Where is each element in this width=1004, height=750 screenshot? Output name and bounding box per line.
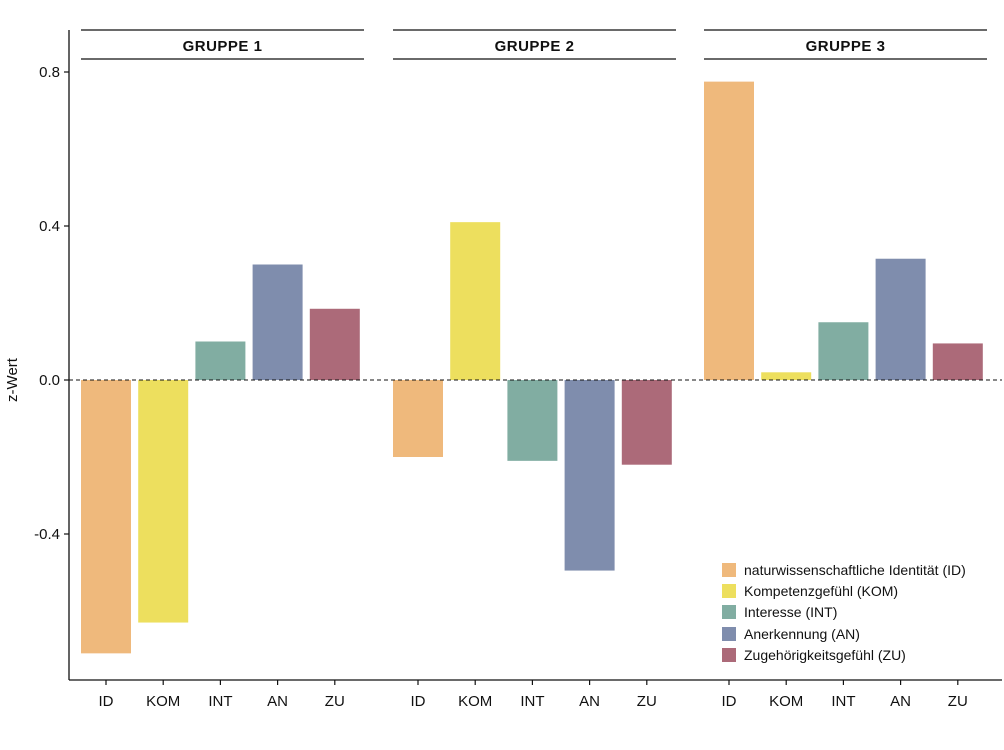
y-tick-label: 0.8: [39, 64, 60, 81]
legend-label: Anerkennung (AN): [744, 625, 860, 642]
x-tick-label: ID: [411, 693, 426, 710]
bar-zu: [621, 380, 672, 465]
chart-legend: naturwissenschaftliche Identität (ID) Kom…: [722, 559, 966, 665]
bar-int: [507, 380, 558, 461]
legend-item-id: naturwissenschaftliche Identität (ID): [722, 559, 966, 580]
x-tick-label: ZU: [948, 693, 968, 710]
bar-zu: [932, 343, 983, 380]
legend-swatch: [722, 647, 736, 662]
y-axis-title: z-Wert: [4, 357, 21, 402]
x-tick-label: INT: [208, 693, 232, 710]
panel-title: GRUPPE 1: [183, 38, 263, 55]
bar-id: [704, 81, 754, 380]
bar-zu: [309, 308, 360, 380]
x-tick-label: ZU: [637, 693, 657, 710]
x-tick-label: INT: [520, 693, 544, 710]
x-tick-label: AN: [890, 693, 911, 710]
legend-swatch: [722, 605, 736, 620]
bar-kom: [138, 380, 189, 623]
legend-swatch: [722, 562, 736, 577]
x-tick-label: ID: [722, 693, 737, 710]
panel-title: GRUPPE 3: [806, 38, 886, 55]
x-tick-label: ID: [99, 693, 114, 710]
x-tick-label: AN: [579, 693, 600, 710]
bar-id: [393, 380, 443, 457]
legend-swatch: [722, 583, 736, 598]
x-tick-label: KOM: [458, 693, 492, 710]
x-tick-label: KOM: [769, 693, 803, 710]
bar-kom: [761, 372, 812, 380]
panel-title: GRUPPE 2: [495, 38, 575, 55]
x-tick-label: INT: [831, 693, 855, 710]
x-tick-label: KOM: [146, 693, 180, 710]
bar-an: [564, 380, 615, 571]
x-tick-label: AN: [267, 693, 288, 710]
legend-swatch: [722, 626, 736, 641]
legend-item-int: Interesse (INT): [722, 602, 966, 623]
legend-item-zu: Zugehörigkeitsgefühl (ZU): [722, 644, 966, 665]
y-tick-label: -0.4: [34, 526, 60, 543]
legend-label: Zugehörigkeitsgefühl (ZU): [744, 646, 906, 663]
x-tick-label: ZU: [325, 693, 345, 710]
legend-item-kom: Kompetenzgefühl (KOM): [722, 580, 966, 601]
bar-id: [81, 380, 131, 654]
legend-label: naturwissenschaftliche Identität (ID): [744, 561, 966, 578]
bar-int: [818, 322, 869, 380]
y-tick-label: 0.0: [39, 372, 60, 389]
bar-an: [252, 264, 303, 380]
legend-label: Kompetenzgefühl (KOM): [744, 582, 899, 599]
bar-an: [875, 258, 926, 380]
bar-int: [195, 341, 246, 380]
legend-label: Interesse (INT): [744, 604, 838, 621]
y-tick-label: 0.4: [39, 218, 60, 235]
bar-kom: [450, 222, 501, 380]
legend-item-an: Anerkennung (AN): [722, 623, 966, 644]
